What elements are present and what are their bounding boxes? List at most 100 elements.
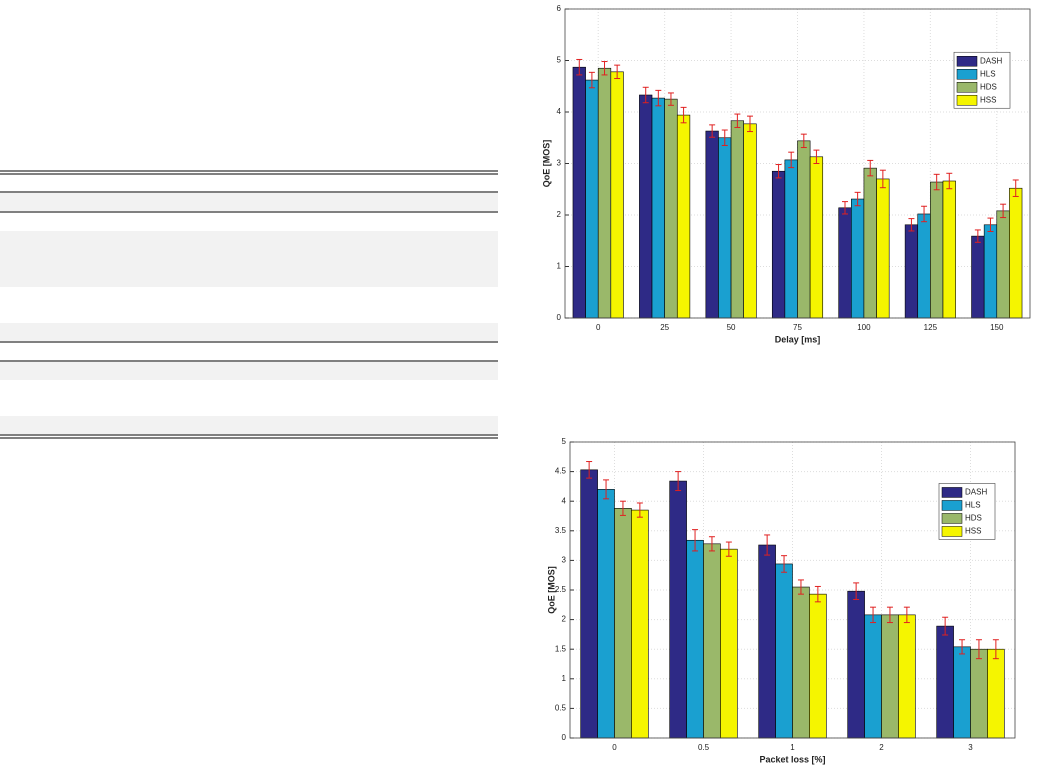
x-tick-label: 2 <box>879 743 884 752</box>
bar <box>718 137 732 319</box>
error-bar <box>747 115 754 133</box>
error-bar <box>800 133 807 149</box>
bar <box>720 548 738 739</box>
y-tick-label: 2.5 <box>555 585 567 594</box>
y-axis-label: QoE [MOS] <box>541 140 551 188</box>
y-tick-label: 4.5 <box>555 467 567 476</box>
bar <box>971 235 985 319</box>
bar <box>686 539 704 739</box>
error-bar <box>814 585 821 603</box>
error-bar <box>680 106 687 124</box>
error-bar <box>886 606 893 624</box>
error-bar <box>942 616 949 636</box>
y-tick-label: 2 <box>562 615 567 624</box>
error-bar <box>721 129 728 146</box>
error-bar <box>725 541 732 557</box>
error-bar <box>867 159 874 177</box>
y-tick-label: 4 <box>557 107 562 116</box>
x-tick-label: 100 <box>857 323 871 332</box>
plot-frame <box>564 8 1031 319</box>
error-bar <box>603 479 610 500</box>
error-bar <box>586 461 593 479</box>
x-tick-label: 3 <box>968 743 973 752</box>
error-bar <box>642 86 649 104</box>
bar <box>651 97 665 319</box>
bar <box>743 123 757 319</box>
x-axis-label: Packet loss [%] <box>759 754 825 764</box>
error-bar <box>813 149 820 164</box>
empty-table <box>0 170 498 439</box>
legend-swatch <box>941 500 963 511</box>
legend-label: DASH <box>980 56 1002 65</box>
error-bar <box>975 639 982 660</box>
bar <box>838 207 852 319</box>
legend-swatch <box>941 487 963 498</box>
error-bar <box>576 58 583 76</box>
error-bar <box>588 71 595 89</box>
y-tick-label: 3 <box>557 159 562 168</box>
error-bar <box>879 169 886 189</box>
error-bar <box>614 64 621 80</box>
chart: 0 0.5 1 1.5 2 2.5 3 3.5 4 4.5 5 0 0.5 1 2 3 Packet loss … <box>546 437 1016 764</box>
error-bar <box>667 92 674 106</box>
bar <box>775 563 793 739</box>
legend-swatch <box>956 82 978 93</box>
bar <box>730 120 744 319</box>
bar <box>1009 187 1023 319</box>
y-tick-label: 5 <box>562 437 567 446</box>
error-bar <box>908 218 915 232</box>
bar <box>970 648 988 739</box>
bar <box>669 480 687 739</box>
legend-label: HDS <box>980 82 997 91</box>
bar <box>898 614 916 739</box>
legend-label: HDS <box>965 514 982 523</box>
error-bar <box>1012 179 1019 197</box>
error-bar <box>870 606 877 624</box>
error-bar <box>619 500 626 516</box>
bar <box>953 646 971 739</box>
error-bar <box>601 61 608 76</box>
bar <box>771 170 786 319</box>
bar <box>610 71 624 319</box>
x-tick-label: 75 <box>793 323 802 332</box>
bar <box>851 198 865 319</box>
error-bar <box>764 534 771 556</box>
y-tick-label: 3.5 <box>555 526 567 535</box>
error-bar <box>636 502 643 518</box>
bar <box>703 543 721 739</box>
error-bar <box>708 536 715 552</box>
legend-swatch <box>941 526 963 537</box>
error-bar <box>854 191 861 207</box>
bar <box>987 648 1005 739</box>
y-tick-label: 4 <box>562 496 567 505</box>
bar <box>676 114 691 319</box>
x-tick-label: 0 <box>596 323 601 332</box>
bar <box>784 159 798 319</box>
bar <box>614 508 632 739</box>
legend-label: HSS <box>980 95 996 104</box>
bar <box>597 67 612 319</box>
y-tick-label: 0.5 <box>555 704 567 713</box>
bar <box>597 489 615 739</box>
bar <box>631 509 649 739</box>
error-bar <box>992 639 999 660</box>
error-bar <box>933 173 940 191</box>
error-bar <box>903 606 910 624</box>
bar <box>572 66 586 319</box>
legend-swatch <box>956 69 978 80</box>
error-bar <box>781 555 788 573</box>
bar <box>580 469 598 739</box>
error-bar <box>734 113 741 128</box>
bar <box>881 614 899 739</box>
bar <box>917 213 931 319</box>
bar <box>758 544 776 739</box>
bar <box>847 590 865 739</box>
error-bar <box>655 89 662 107</box>
x-tick-label: 125 <box>924 323 938 332</box>
error-bar <box>1000 203 1007 219</box>
error-bar <box>775 164 782 179</box>
y-tick-label: 0 <box>562 733 567 742</box>
error-bar <box>675 471 682 492</box>
